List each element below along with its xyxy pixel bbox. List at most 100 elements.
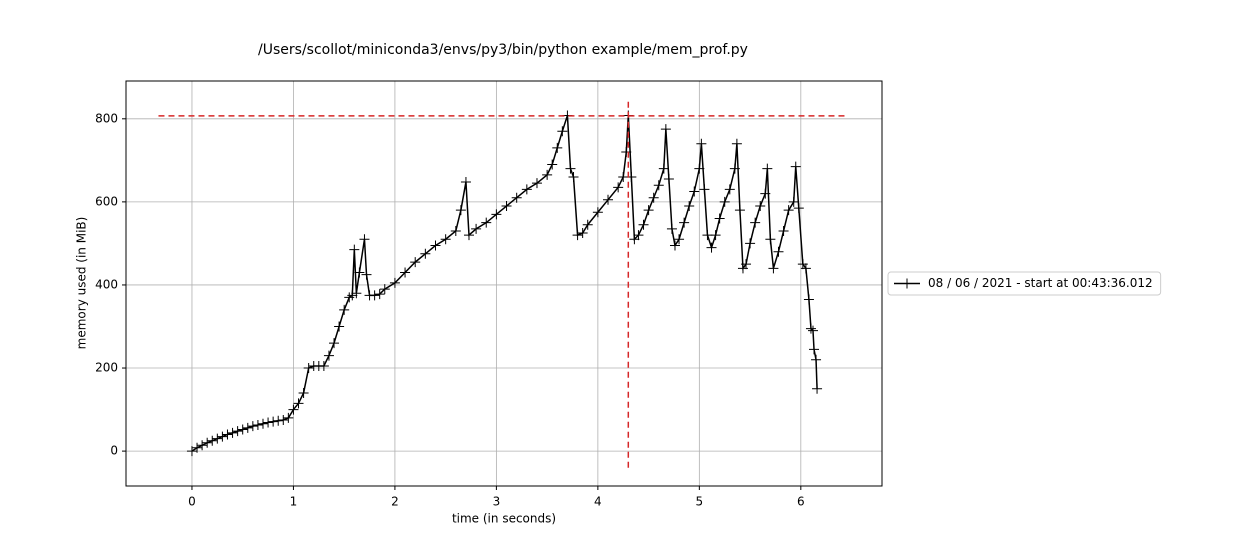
point-marker	[765, 234, 776, 245]
point-marker	[252, 419, 263, 430]
point-marker	[430, 240, 441, 251]
point-marker	[379, 284, 390, 295]
point-marker	[232, 426, 243, 437]
point-marker	[323, 350, 334, 361]
point-marker	[812, 383, 823, 394]
point-marker	[684, 201, 695, 212]
point-marker	[783, 205, 794, 216]
point-marker	[660, 124, 671, 135]
point-marker	[202, 437, 213, 448]
point-marker	[805, 323, 816, 334]
point-marker	[278, 414, 289, 425]
x-tick-label: 4	[594, 495, 602, 509]
point-marker	[621, 147, 632, 158]
point-marker	[273, 415, 284, 426]
point-marker	[788, 196, 799, 207]
legend-frame	[887, 271, 1162, 296]
point-marker	[807, 325, 818, 336]
point-marker	[689, 186, 700, 197]
point-marker	[351, 288, 362, 299]
point-marker	[811, 354, 822, 365]
point-marker	[658, 163, 669, 174]
point-marker	[511, 192, 522, 203]
y-tick-label: 400	[95, 277, 118, 291]
legend-label: 08 / 06 / 2021 - start at 00:43:36.012	[928, 276, 1153, 290]
y-axis-label: memory used (in MiB)	[75, 217, 89, 350]
point-marker	[724, 184, 735, 195]
x-axis-label: time (in seconds)	[452, 512, 556, 526]
point-marker	[212, 433, 223, 444]
point-marker	[369, 290, 380, 301]
point-marker	[288, 404, 299, 415]
point-marker	[638, 219, 649, 230]
point-marker	[663, 174, 674, 185]
point-marker	[547, 159, 558, 170]
point-marker	[361, 269, 372, 280]
point-marker	[773, 246, 784, 257]
point-marker	[257, 418, 268, 429]
point-marker	[339, 304, 350, 315]
point-marker	[349, 244, 360, 255]
point-marker	[334, 321, 345, 332]
point-marker	[706, 242, 717, 253]
legend-marker	[902, 278, 912, 289]
point-marker	[460, 176, 471, 187]
point-marker	[531, 178, 542, 189]
y-tick-label: 0	[110, 444, 118, 458]
point-marker	[192, 442, 203, 453]
point-marker	[298, 387, 309, 398]
point-marker	[557, 126, 568, 137]
point-marker	[268, 416, 279, 427]
point-marker	[800, 263, 811, 274]
point-marker	[347, 290, 358, 301]
point-marker	[731, 138, 742, 149]
point-marker	[674, 234, 685, 245]
point-marker	[186, 446, 197, 457]
point-marker	[242, 422, 253, 433]
point-marker	[463, 230, 474, 241]
point-marker	[389, 277, 400, 288]
point-marker	[653, 180, 664, 191]
point-marker	[696, 138, 707, 149]
point-marker	[592, 207, 603, 218]
point-marker	[329, 338, 340, 349]
plot-frame	[125, 80, 883, 487]
point-marker	[762, 163, 773, 174]
point-marker	[741, 259, 752, 270]
point-marker	[455, 205, 466, 216]
x-tick-label: 0	[188, 495, 196, 509]
x-tick-label: 2	[391, 495, 399, 509]
point-marker	[729, 163, 740, 174]
point-marker	[217, 431, 228, 442]
point-marker	[542, 169, 553, 180]
point-marker	[400, 267, 411, 278]
point-marker	[222, 429, 233, 440]
point-marker	[755, 201, 766, 212]
point-marker	[501, 201, 512, 212]
x-tick-label: 5	[696, 495, 704, 509]
point-marker	[491, 209, 502, 220]
chart-title: /Users/scollot/miniconda3/envs/py3/bin/p…	[258, 42, 748, 58]
point-marker	[521, 184, 532, 195]
point-marker	[227, 427, 238, 438]
point-marker	[793, 203, 804, 214]
point-marker	[354, 267, 365, 278]
point-marker	[666, 223, 677, 234]
point-marker	[648, 192, 659, 203]
point-marker	[318, 360, 329, 371]
point-marker	[643, 205, 654, 216]
point-marker	[552, 142, 563, 153]
point-marker	[714, 213, 725, 224]
point-marker	[237, 424, 248, 435]
point-marker	[293, 398, 304, 409]
point-marker	[582, 219, 593, 230]
point-marker	[790, 161, 801, 172]
point-marker	[710, 230, 721, 241]
point-marker	[760, 188, 771, 199]
series-line	[191, 115, 818, 452]
point-marker	[603, 194, 614, 205]
point-marker	[440, 234, 451, 245]
point-marker	[768, 263, 779, 274]
point-marker	[577, 228, 588, 239]
y-tick-label: 800	[95, 111, 118, 125]
